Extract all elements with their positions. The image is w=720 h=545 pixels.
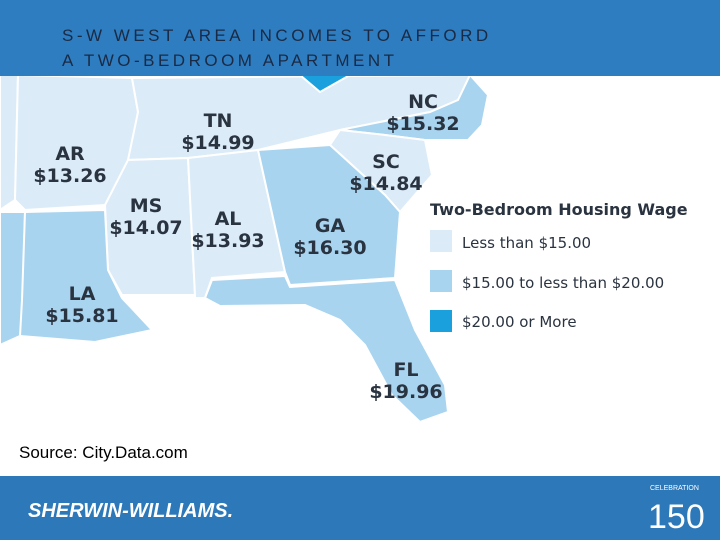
state-wage: $13.26 <box>33 165 106 187</box>
state-shape <box>203 274 450 424</box>
state-wage: $14.07 <box>109 217 182 239</box>
state-shape <box>256 143 402 287</box>
legend-label: Less than $15.00 <box>462 234 591 252</box>
title-line: S-W WEST AREA INCOMES TO AFFORD <box>62 26 492 45</box>
legend-swatch <box>430 230 452 252</box>
legend-label: $20.00 or More <box>462 313 577 331</box>
state-wage: $14.84 <box>349 173 422 195</box>
title-line: A TWO-BEDROOM APARTMENT <box>62 51 398 70</box>
state-label: SC <box>372 151 400 173</box>
state-label: MS <box>130 195 163 217</box>
state-wage: $15.81 <box>45 305 118 327</box>
state-label: LA <box>69 283 96 305</box>
state-labels: TN$14.99 NC$15.32 AR$13.26 SC$14.84 MS$14.07… <box>33 91 459 403</box>
header-bar <box>0 0 720 76</box>
state-label: AR <box>55 143 85 165</box>
state-wage: $16.30 <box>293 237 366 259</box>
state-wage: $15.32 <box>386 113 459 135</box>
brand-logo: SHERWIN-WILLIAMS. <box>28 500 233 522</box>
badge-top: CELEBRATION <box>650 485 699 492</box>
legend-swatch <box>430 310 452 332</box>
state-wage: $14.99 <box>181 132 254 154</box>
source-text: Source: City.Data.com <box>19 443 188 462</box>
state-label: GA <box>315 215 346 237</box>
map <box>0 73 490 424</box>
state-label: FL <box>393 359 418 381</box>
state-label: AL <box>215 208 242 230</box>
badge-number: 150 <box>648 498 705 536</box>
state-wage: $13.93 <box>191 230 264 252</box>
legend-swatch <box>430 270 452 292</box>
footer-bar <box>0 476 720 540</box>
state-wage: $19.96 <box>369 381 442 403</box>
legend-box <box>420 190 720 340</box>
legend-label: $15.00 to less than $20.00 <box>462 274 664 292</box>
source-box <box>14 436 224 466</box>
state-label: TN <box>204 110 233 132</box>
state-shape <box>18 208 154 344</box>
state-label: NC <box>408 91 438 113</box>
legend-title: Two-Bedroom Housing Wage <box>430 200 688 219</box>
